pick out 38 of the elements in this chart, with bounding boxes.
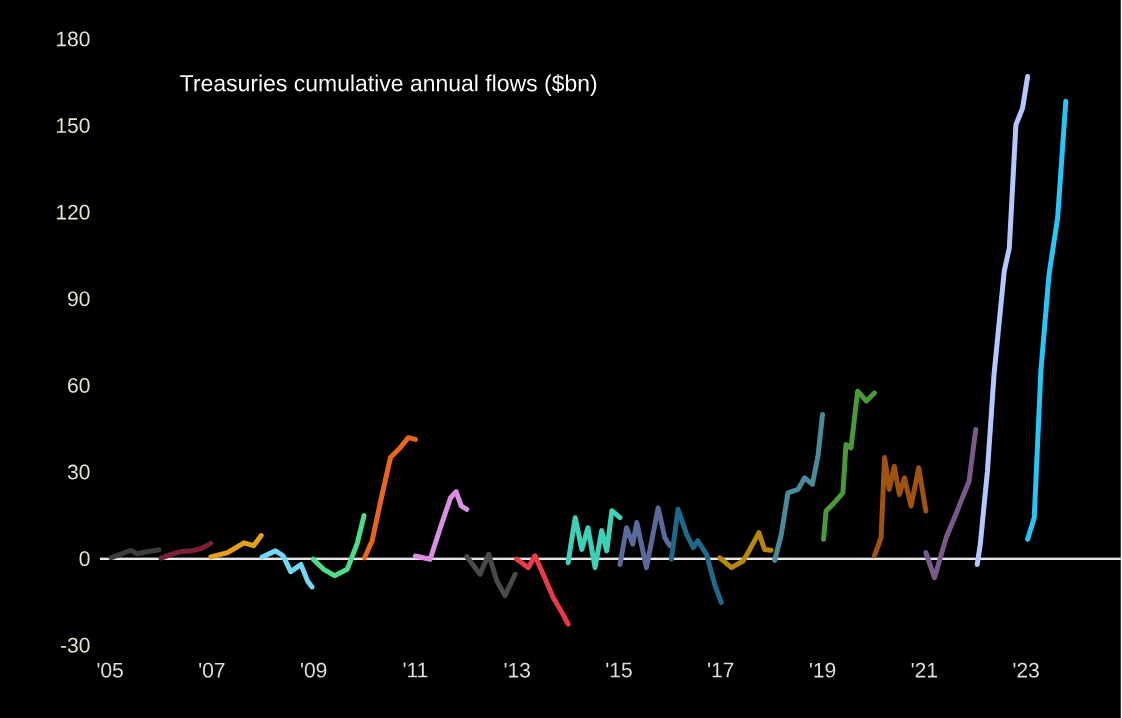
x-tick-label: '17 <box>708 662 734 678</box>
x-tick-label: '23 <box>1013 662 1039 678</box>
y-tick-label: 90 <box>68 291 90 307</box>
line-series <box>565 508 623 571</box>
y-tick-label: 60 <box>68 377 90 393</box>
x-tick-label: '07 <box>199 662 225 678</box>
line-series <box>208 532 264 560</box>
line-series <box>617 505 673 571</box>
line-series <box>108 547 162 561</box>
x-tick-label: '05 <box>97 662 123 678</box>
line-series <box>310 513 367 579</box>
x-tick-label: '15 <box>606 662 632 678</box>
x-tick-label: '21 <box>911 662 937 678</box>
text: Treasuries cumulative annual flows ($bn) <box>180 74 597 96</box>
line-series <box>514 553 571 627</box>
x-tick-label: '11 <box>403 662 428 678</box>
line-series <box>362 435 418 561</box>
x-tick-label: '13 <box>504 662 530 678</box>
line-series <box>259 548 315 590</box>
y-tick-label: 180 <box>56 31 90 47</box>
x-tick-label: '19 <box>809 662 836 678</box>
line-series <box>772 411 826 563</box>
y-tick-label: 120 <box>56 204 90 220</box>
line-series <box>821 388 877 542</box>
line-series <box>464 551 518 599</box>
y-tick-label: 150 <box>56 118 90 133</box>
line-series <box>871 455 929 559</box>
line-series <box>923 427 979 581</box>
x-tick-label: '09 <box>301 662 327 678</box>
y-tick-label: 30 <box>67 464 90 480</box>
line-series <box>668 506 724 605</box>
line-series <box>1025 98 1069 542</box>
line-series <box>974 73 1031 567</box>
line-series <box>412 489 470 562</box>
y-tick-label: 0 <box>79 551 90 566</box>
y-tick-label: -30 <box>61 637 90 653</box>
line-series <box>158 540 214 561</box>
line-series <box>717 530 774 571</box>
